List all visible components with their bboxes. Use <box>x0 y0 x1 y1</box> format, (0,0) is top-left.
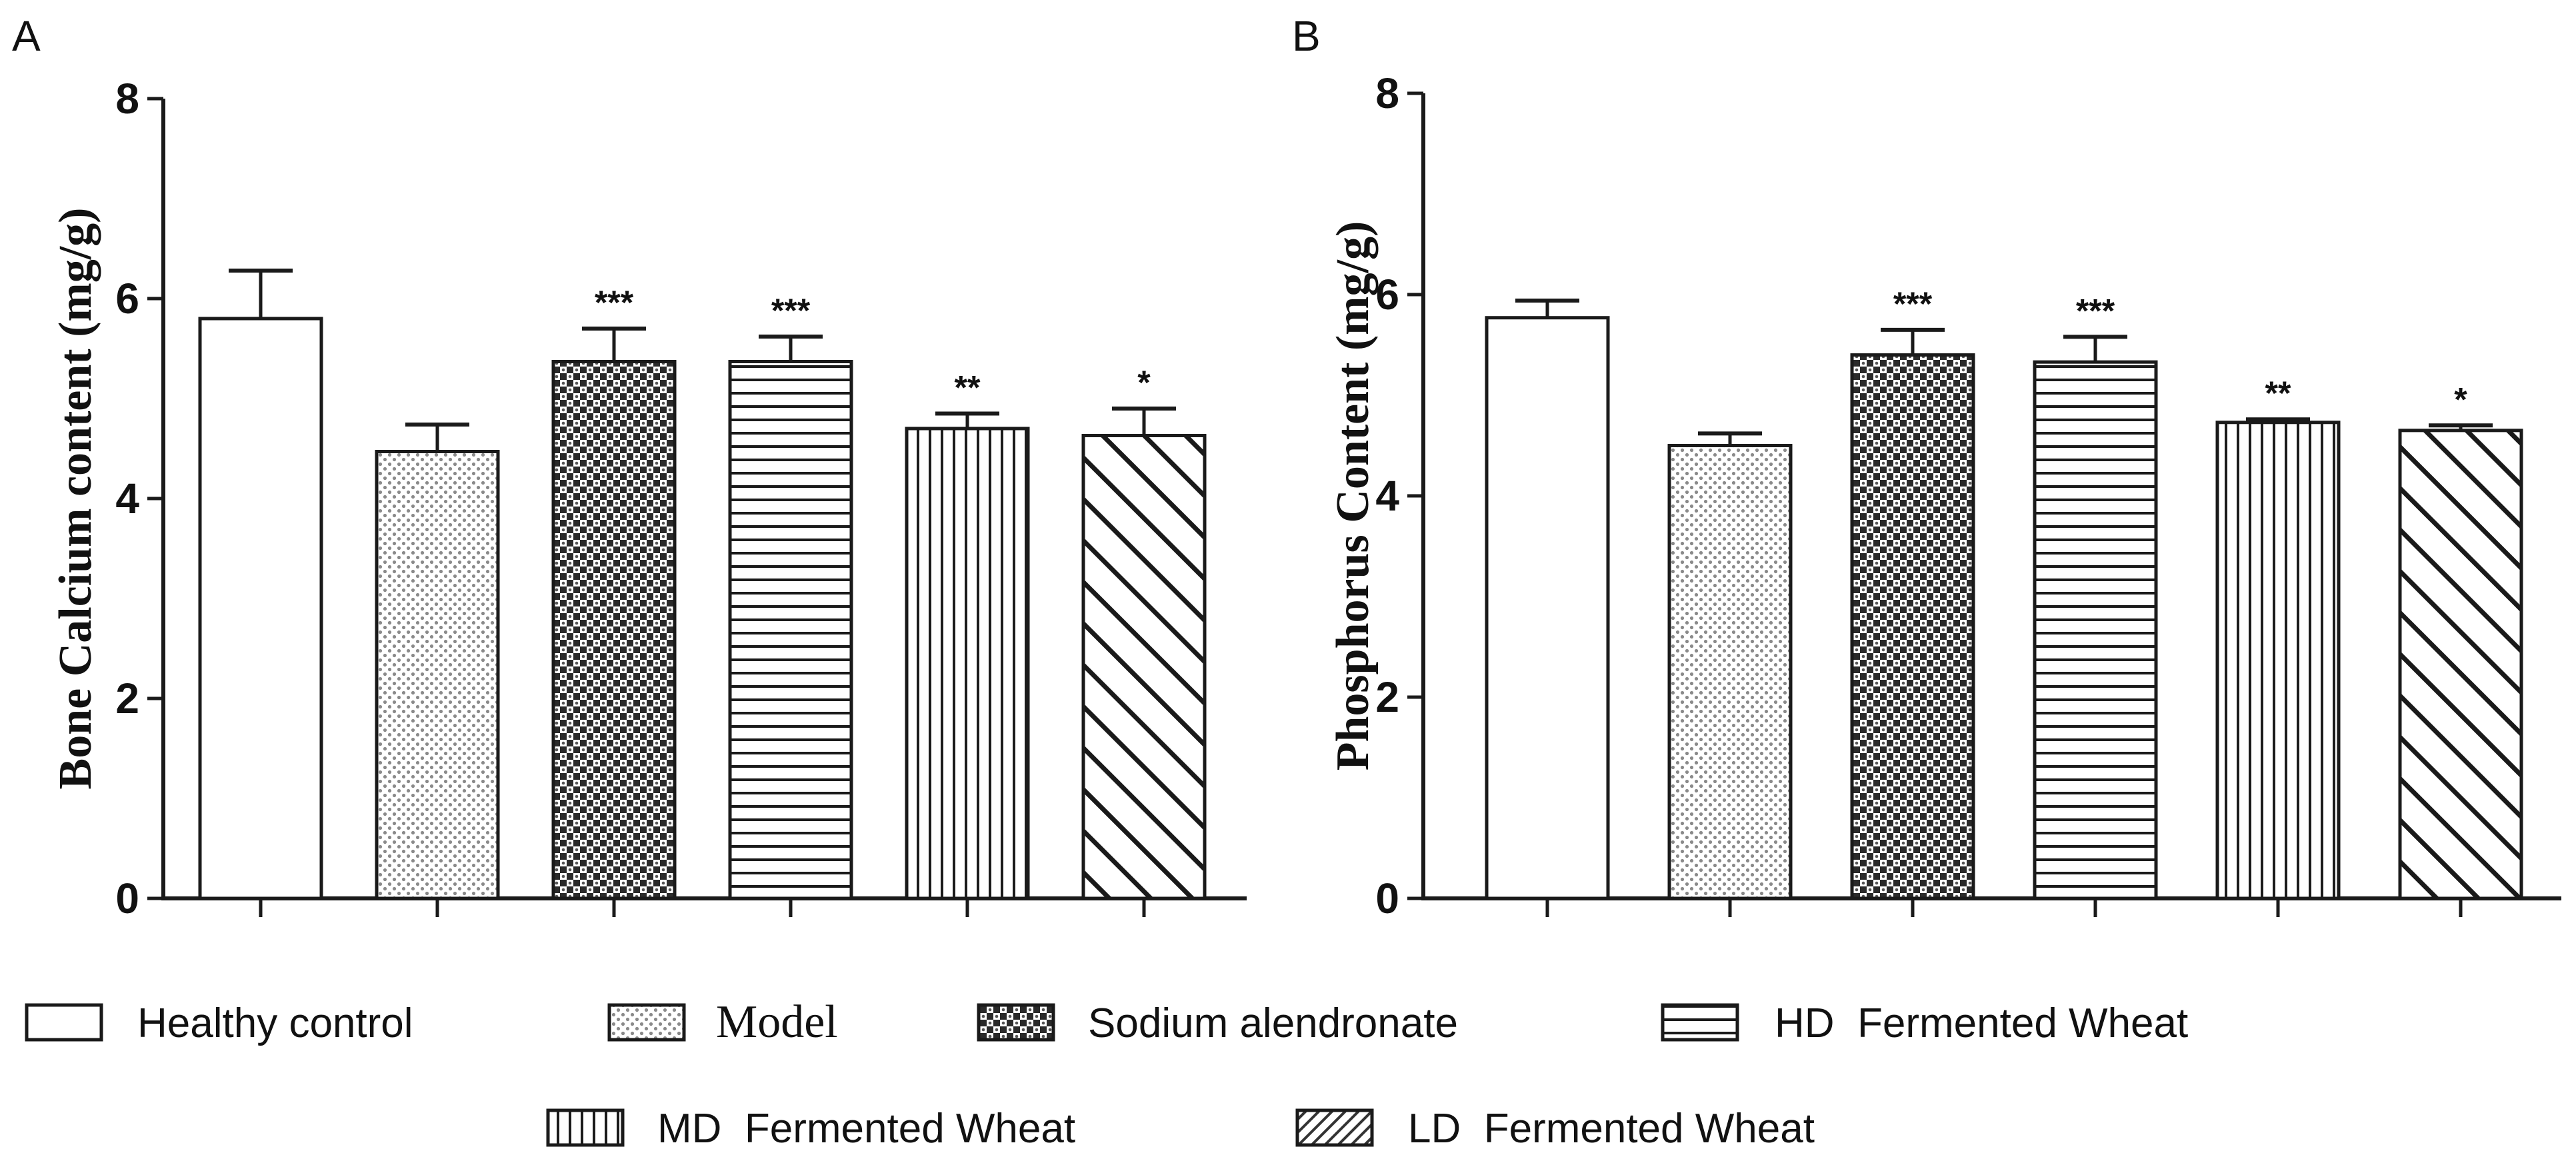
significance-label: *** <box>2076 292 2115 329</box>
y-tick-label: 4 <box>115 475 139 523</box>
bar <box>728 360 853 900</box>
legend-item: Model <box>607 996 838 1048</box>
panel-letter: B <box>1292 12 1321 60</box>
legend-item: MD Fermented Wheat <box>546 1106 1075 1152</box>
significance-label: ** <box>955 369 981 407</box>
bar-group: *** <box>1850 285 1975 917</box>
legend-swatch <box>1661 1003 1739 1042</box>
y-tick-label: 6 <box>1375 271 1399 319</box>
y-tick-label: 0 <box>1375 874 1399 922</box>
bar-group: ** <box>905 369 1030 917</box>
legend-label: MD Fermented Wheat <box>657 1106 1075 1152</box>
legend-swatch <box>607 1003 686 1042</box>
bar <box>1667 444 1793 900</box>
significance-label: *** <box>771 292 811 329</box>
bar <box>1081 434 1207 900</box>
bar <box>198 317 323 900</box>
bar-group <box>1485 299 1610 917</box>
bar-group: ** <box>2215 375 2341 917</box>
bar <box>551 360 677 900</box>
bar <box>1850 353 1975 900</box>
legend-label: Sodium alendronate <box>1088 1000 1458 1046</box>
legend-swatch <box>546 1108 625 1147</box>
legend-item: Sodium alendronate <box>977 1000 1458 1046</box>
significance-label: * <box>1137 364 1151 401</box>
bar-group: * <box>2398 381 2523 917</box>
significance-label: * <box>2454 381 2467 418</box>
legend-label: Model <box>716 996 838 1048</box>
bar-group: *** <box>2033 292 2158 917</box>
bar <box>375 450 500 900</box>
y-tick-label: 8 <box>1375 69 1399 117</box>
y-tick-label: 6 <box>115 275 139 323</box>
y-tick-label: 0 <box>115 874 139 922</box>
bar <box>1485 316 1610 900</box>
bar-group: * <box>1081 364 1207 917</box>
panel-letter: A <box>12 12 41 60</box>
bar-group <box>375 423 500 917</box>
y-tick-label: 2 <box>1375 673 1399 721</box>
legend-label: Healthy control <box>137 1000 413 1046</box>
bar-group <box>1667 431 1793 917</box>
bar-group: *** <box>728 292 853 917</box>
y-axis-title: Bone Calcium content (mg/g) <box>50 208 101 790</box>
legend-swatch <box>25 1003 103 1042</box>
bar <box>905 427 1030 900</box>
bar <box>2215 421 2341 900</box>
bar-group: *** <box>551 284 677 917</box>
legend-item: LD Fermented Wheat <box>1295 1106 1815 1152</box>
bar-group <box>198 269 323 917</box>
significance-label: ** <box>2265 375 2291 412</box>
legend-label: LD Fermented Wheat <box>1408 1106 1815 1152</box>
significance-label: *** <box>595 284 634 321</box>
y-tick-label: 4 <box>1375 472 1399 520</box>
significance-label: *** <box>1893 285 1933 323</box>
y-tick-label: 2 <box>115 674 139 722</box>
legend: Healthy control Model Sodium alendronate HD… <box>25 996 2188 1152</box>
legend-swatch <box>1295 1108 1374 1147</box>
y-axis-title: Phosphorus Content (mg/g) <box>1327 221 1379 771</box>
legend-label: HD Fermented Wheat <box>1775 1000 2188 1046</box>
y-tick-label: 8 <box>115 75 139 123</box>
legend-swatch <box>977 1003 1055 1042</box>
legend-item: HD Fermented Wheat <box>1661 1000 2188 1046</box>
bar <box>2398 429 2523 900</box>
bar <box>2033 360 2158 900</box>
legend-item: Healthy control <box>25 1000 413 1046</box>
